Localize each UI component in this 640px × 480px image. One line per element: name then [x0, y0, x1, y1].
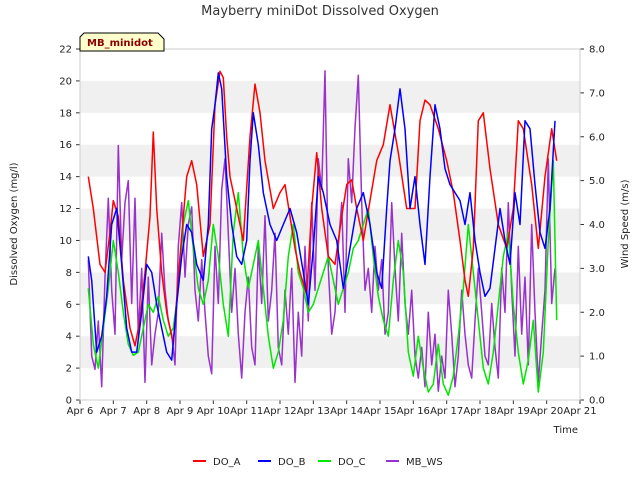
y2-tick-label: 5.0 — [589, 176, 605, 187]
legend: DO_A DO_B DO_C MB_WS — [193, 457, 443, 468]
y-ticks: 0 2 4 6 8 10 12 14 16 18 20 22 — [59, 45, 80, 407]
y2-tick-label: 4.0 — [589, 220, 605, 231]
x-tick-label: Apr 19 — [497, 406, 530, 417]
x-tick-label: Apr 8 — [133, 406, 160, 417]
series-line-do-a — [87, 70, 558, 347]
series-lines — [87, 70, 558, 396]
y2-tick-label: 7.0 — [589, 88, 605, 99]
x-tick-label: Apr 17 — [430, 406, 463, 417]
y2-tick-label: 6.0 — [589, 132, 605, 143]
y-tick-label: 14 — [59, 172, 72, 183]
grid-band — [80, 144, 580, 177]
y-tick-label: 16 — [59, 140, 72, 151]
site-label-box: MB_minidot — [79, 32, 165, 52]
y2-ticks: 0.0 1.0 2.0 3.0 4.0 5.0 6.0 7.0 8.0 — [580, 45, 605, 407]
y-tick-label: 22 — [59, 45, 72, 56]
x-tick-label: Apr 18 — [463, 406, 496, 417]
x-tick-label: Apr 14 — [330, 406, 363, 417]
x-tick-label: Apr 21 — [563, 406, 596, 417]
x-tick-label: Apr 16 — [397, 406, 430, 417]
x-tick-label: Apr 11 — [230, 406, 263, 417]
x-tick-label: Apr 12 — [263, 406, 296, 417]
chart-title: Mayberry miniDot Dissolved Oxygen — [201, 4, 439, 19]
y-tick-label: 20 — [59, 76, 72, 87]
x-axis-label: Time — [553, 425, 578, 436]
x-tick-label: Apr 7 — [100, 406, 127, 417]
x-tick-label: Apr 13 — [297, 406, 330, 417]
y-tick-label: 6 — [66, 300, 72, 311]
y2-tick-label: 3.0 — [589, 264, 605, 275]
x-tick-label: Apr 6 — [67, 406, 94, 417]
y-tick-label: 2 — [66, 364, 72, 375]
y2-axis-label: Wind Speed (m/s) — [620, 179, 631, 268]
y2-tick-label: 2.0 — [589, 308, 605, 319]
y-tick-label: 4 — [66, 332, 72, 343]
y-axis-label: Dissolved Oxygen (mg/l) — [9, 162, 20, 285]
legend-label: DO_A — [213, 457, 241, 468]
x-ticks: Apr 6 Apr 7 Apr 8 Apr 9 Apr 10 Apr 11 Apr 12 Ap… — [67, 400, 597, 417]
y2-tick-label: 1.0 — [589, 352, 605, 363]
x-tick-label: Apr 10 — [197, 406, 230, 417]
y-tick-label: 12 — [59, 204, 72, 215]
site-label: MB_minidot — [87, 38, 153, 49]
y-tick-label: 0 — [66, 396, 72, 407]
legend-label: DO_C — [338, 457, 366, 468]
y2-tick-label: 0.0 — [589, 396, 605, 407]
grid-band — [80, 80, 580, 113]
series-line-do-b — [87, 72, 556, 361]
x-tick-label: Apr 9 — [167, 406, 194, 417]
series-line-do-c — [87, 159, 558, 396]
y-tick-label: 10 — [59, 236, 72, 247]
legend-label: DO_B — [278, 457, 306, 468]
y-tick-label: 8 — [66, 268, 72, 279]
x-tick-label: Apr 15 — [363, 406, 396, 417]
x-tick-label: Apr 20 — [530, 406, 563, 417]
legend-label: MB_WS — [406, 457, 443, 468]
plot-frame — [79, 48, 581, 401]
y2-tick-label: 8.0 — [589, 45, 605, 56]
y-tick-label: 18 — [59, 108, 72, 119]
